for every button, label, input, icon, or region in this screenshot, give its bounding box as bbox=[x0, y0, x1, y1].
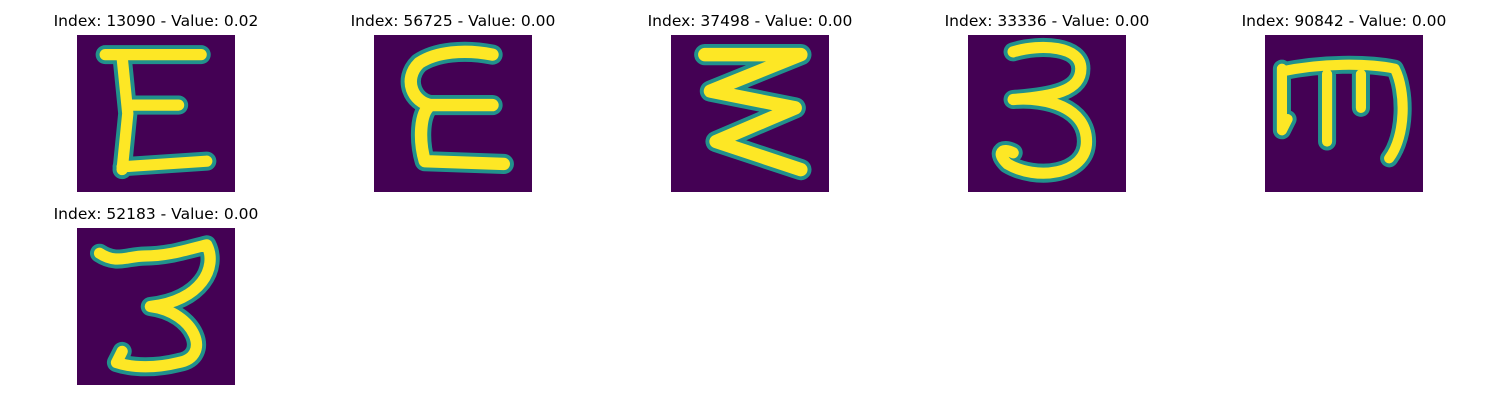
digit-image bbox=[77, 228, 235, 385]
image-panel: Index: 56725 - Value: 0.00 bbox=[297, 0, 597, 192]
digit-image bbox=[374, 35, 532, 192]
panel-title: Index: 33336 - Value: 0.00 bbox=[944, 12, 1150, 30]
image-panel: Index: 90842 - Value: 0.00 bbox=[1188, 0, 1488, 192]
panel-title: Index: 52183 - Value: 0.00 bbox=[53, 205, 259, 223]
digit-image bbox=[77, 35, 235, 192]
image-panel: Index: 52183 - Value: 0.00 bbox=[0, 193, 300, 385]
panel-title: Index: 90842 - Value: 0.00 bbox=[1241, 12, 1447, 30]
image-panel: Index: 33336 - Value: 0.00 bbox=[891, 0, 1191, 192]
digit-image bbox=[1265, 35, 1423, 192]
panel-title: Index: 13090 - Value: 0.02 bbox=[53, 12, 259, 30]
image-panel: Index: 13090 - Value: 0.02 bbox=[0, 0, 300, 192]
image-panel: Index: 37498 - Value: 0.00 bbox=[594, 0, 894, 192]
panel-title: Index: 56725 - Value: 0.00 bbox=[350, 12, 556, 30]
digit-image bbox=[671, 35, 829, 192]
digit-image bbox=[968, 35, 1126, 192]
panel-title: Index: 37498 - Value: 0.00 bbox=[647, 12, 853, 30]
